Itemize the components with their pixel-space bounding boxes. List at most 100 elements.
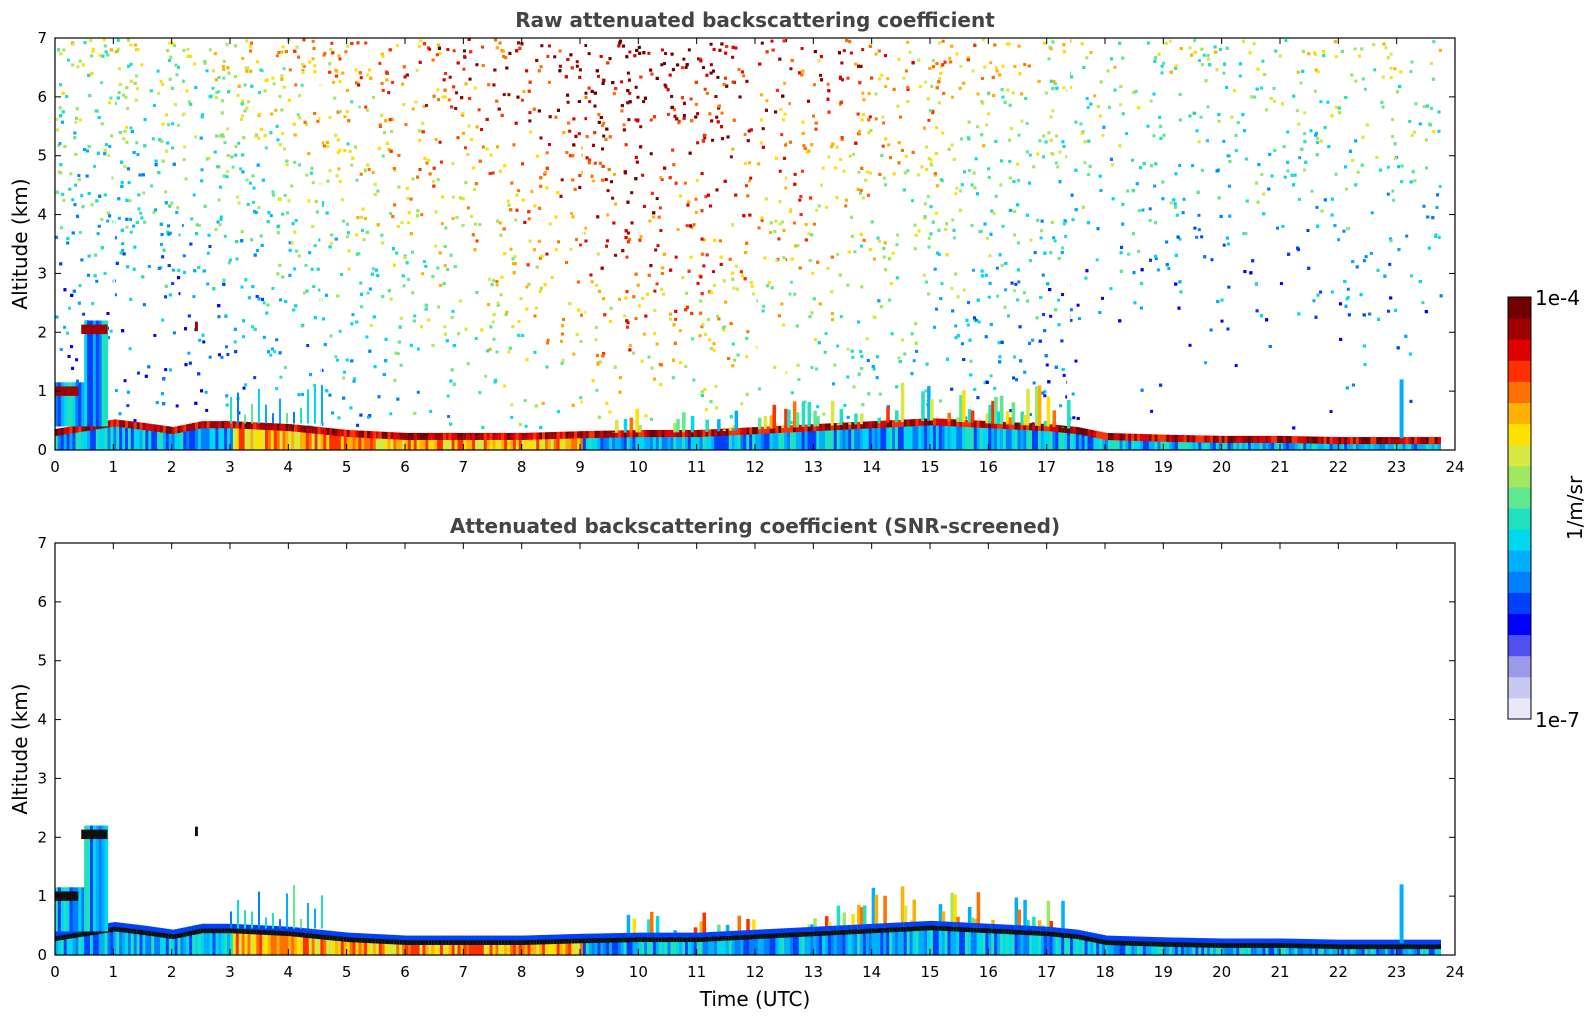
noise-pixel — [263, 89, 267, 93]
noise-pixel — [880, 73, 884, 77]
noise-pixel — [749, 176, 753, 180]
noise-pixel — [126, 390, 130, 394]
noise-pixel — [401, 274, 405, 278]
noise-pixel — [137, 193, 141, 197]
noise-pixel — [1158, 115, 1162, 119]
noise-pixel — [187, 100, 191, 104]
noise-pixel — [1016, 241, 1020, 245]
noise-pixel — [301, 69, 305, 73]
noise-pixel — [740, 402, 744, 406]
noise-pixel — [525, 358, 529, 362]
noise-pixel — [515, 193, 519, 197]
noise-pixel — [502, 93, 506, 97]
noise-pixel — [545, 151, 549, 155]
noise-pixel — [521, 162, 525, 166]
noise-pixel — [341, 219, 345, 223]
noise-pixel — [1257, 163, 1261, 167]
noise-pixel — [467, 38, 471, 42]
noise-pixel — [782, 118, 786, 122]
noise-pixel — [842, 169, 846, 173]
noise-pixel — [192, 193, 196, 197]
noise-pixel — [903, 352, 907, 356]
noise-pixel — [746, 139, 750, 143]
noise-pixel — [1316, 224, 1320, 228]
noise-pixel — [993, 386, 997, 390]
noise-pixel — [197, 266, 201, 270]
noise-pixel — [1297, 122, 1301, 126]
noise-pixel — [140, 63, 144, 67]
noise-pixel — [840, 61, 844, 65]
noise-pixel — [422, 260, 426, 264]
noise-pixel — [950, 143, 954, 147]
noise-pixel — [1188, 343, 1192, 347]
noise-pixel — [539, 286, 543, 290]
noise-pixel — [584, 117, 588, 121]
noise-pixel — [626, 101, 630, 105]
noise-pixel — [502, 227, 506, 231]
noise-pixel — [861, 91, 865, 95]
noise-pixel — [269, 353, 273, 357]
noise-pixel — [142, 303, 146, 307]
noise-pixel — [1422, 105, 1426, 109]
noise-pixel — [877, 49, 881, 53]
noise-pixel — [811, 114, 815, 118]
noise-pixel — [1346, 287, 1350, 291]
noise-pixel — [567, 121, 571, 125]
noise-pixel — [950, 286, 954, 290]
noise-pixel — [743, 132, 747, 136]
noise-pixel — [667, 112, 671, 116]
noise-pixel — [495, 283, 499, 287]
noise-pixel — [168, 204, 172, 208]
noise-pixel — [1039, 296, 1043, 300]
noise-pixel — [642, 51, 646, 55]
noise-pixel — [670, 106, 674, 110]
noise-pixel — [143, 220, 147, 224]
noise-pixel — [1225, 46, 1229, 50]
noise-pixel — [798, 266, 802, 270]
noise-pixel — [157, 91, 161, 95]
noise-pixel — [159, 222, 163, 226]
noise-pixel — [361, 207, 365, 211]
noise-pixel — [940, 282, 944, 286]
noise-pixel — [411, 177, 415, 181]
noise-pixel — [625, 319, 629, 323]
noise-pixel — [896, 233, 900, 237]
noise-pixel — [162, 402, 166, 406]
noise-pixel — [814, 121, 818, 125]
noise-pixel — [462, 49, 466, 53]
noise-pixel — [178, 292, 182, 296]
noise-pixel — [310, 267, 314, 271]
noise-pixel — [1153, 184, 1157, 188]
noise-pixel — [1392, 198, 1396, 202]
noise-pixel — [529, 130, 533, 134]
noise-pixel — [1053, 239, 1057, 243]
noise-pixel — [528, 239, 532, 243]
noise-pixel — [719, 125, 723, 129]
noise-pixel — [1179, 47, 1183, 51]
noise-pixel — [101, 54, 105, 58]
noise-pixel — [634, 272, 638, 276]
noise-pixel — [365, 73, 369, 77]
noise-pixel — [447, 98, 451, 102]
noise-pixel — [376, 189, 380, 193]
noise-pixel — [167, 123, 171, 127]
noise-pixel — [785, 176, 789, 180]
noise-pixel — [230, 155, 234, 159]
noise-pixel — [524, 424, 528, 428]
noise-pixel — [830, 145, 834, 149]
noise-pixel — [251, 174, 255, 178]
noise-pixel — [393, 168, 397, 172]
noise-pixel — [472, 187, 476, 191]
noise-pixel — [1137, 106, 1141, 110]
noise-pixel — [451, 309, 455, 313]
noise-pixel — [848, 40, 852, 44]
noise-pixel — [1282, 145, 1286, 149]
noise-pixel — [215, 134, 219, 138]
noise-pixel — [860, 118, 864, 122]
noise-pixel — [572, 143, 576, 147]
noise-pixel — [1279, 282, 1283, 286]
noise-pixel — [1200, 235, 1204, 239]
noise-pixel — [780, 133, 784, 137]
noise-pixel — [1101, 133, 1105, 137]
noise-pixel — [69, 172, 73, 176]
